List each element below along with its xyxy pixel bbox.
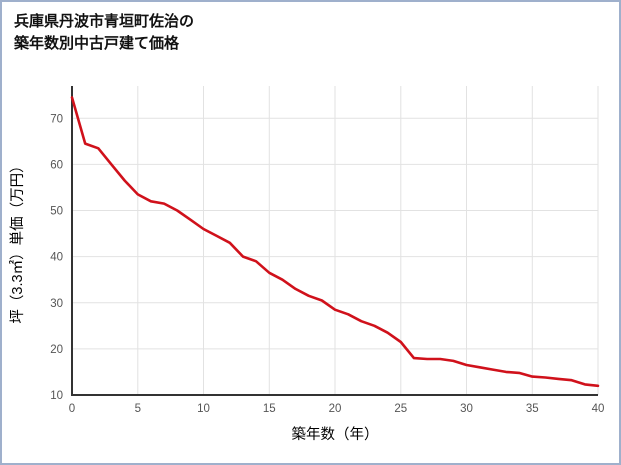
y-tick-label: 30 <box>50 298 63 310</box>
x-tick-label: 10 <box>197 403 210 415</box>
page-title: 兵庫県丹波市青垣町佐治の 築年数別中古戸建て価格 <box>2 2 619 58</box>
x-tick-label: 0 <box>69 403 75 415</box>
x-tick-label: 35 <box>526 403 539 415</box>
title-line-2: 築年数別中古戸建て価格 <box>14 34 180 52</box>
x-tick-label: 25 <box>394 403 407 415</box>
y-axis-title: 坪（3.3㎡）単価（万円） <box>9 158 26 323</box>
y-tick-label: 40 <box>50 252 63 264</box>
x-axis-title: 築年数（年） <box>292 425 379 443</box>
y-tick-label: 70 <box>50 113 63 125</box>
price-line <box>70 96 600 388</box>
x-tick-label: 5 <box>135 403 141 415</box>
x-tick-label: 30 <box>460 403 473 415</box>
price-chart: 10 20 30 40 50 60 70 0 5 10 15 20 25 30 35 40 築年数（年） 坪（3.… <box>9 86 605 443</box>
x-tick-label: 40 <box>592 403 605 415</box>
x-tick-label: 15 <box>263 403 276 415</box>
title-line-1: 兵庫県丹波市青垣町佐治の <box>14 13 195 30</box>
y-tick-label: 20 <box>50 344 63 356</box>
y-tick-label: 60 <box>50 159 63 171</box>
y-tick-label: 10 <box>50 390 63 402</box>
y-tick-label: 50 <box>50 206 63 218</box>
x-tick-label: 20 <box>329 403 342 415</box>
